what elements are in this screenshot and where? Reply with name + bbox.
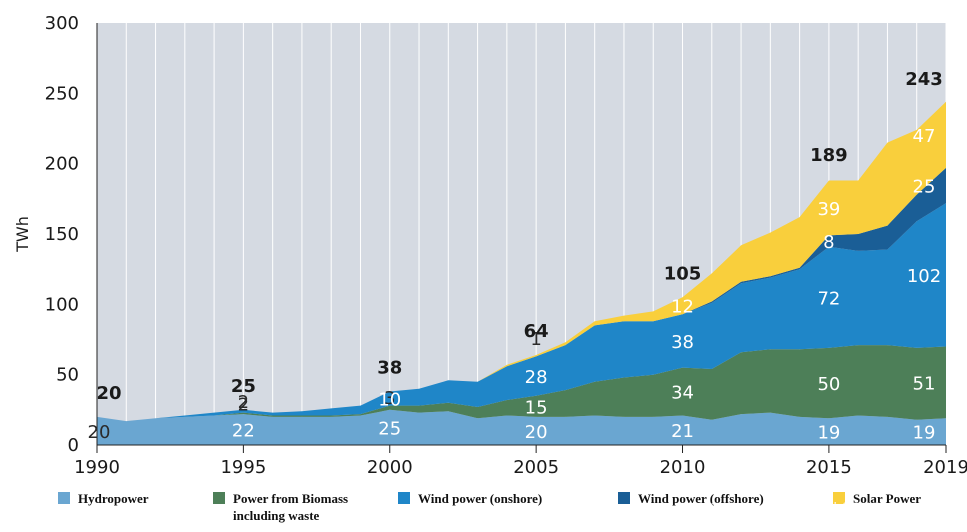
data-label-hydropower: 22 — [232, 421, 255, 442]
x-tick-label: 2010 — [660, 457, 706, 478]
data-label-hydropower: 19 — [817, 423, 840, 444]
legend-label-wind-offshore: Wind power (offshore) — [638, 491, 764, 506]
legend-swatch-solar — [833, 492, 845, 504]
total-label: 64 — [524, 321, 549, 342]
total-label: 189 — [810, 145, 848, 166]
data-label-power-from-biomass-including-waste: 50 — [817, 374, 840, 395]
total-label: 105 — [664, 263, 702, 284]
legend-swatch-hydropower — [58, 492, 70, 504]
total-label: 20 — [96, 383, 121, 404]
total-label: 38 — [377, 358, 402, 379]
watermark: @ Younisbhatti4643 — [705, 500, 884, 520]
data-label-wind-power-offshore: 25 — [913, 176, 936, 197]
x-tick-label: 2015 — [806, 457, 852, 478]
label-layer: 20 22222531020152812134381219507283919511… — [88, 69, 943, 443]
area-layer — [97, 101, 946, 445]
x-tick-label: 1990 — [74, 457, 120, 478]
x-tick-label: 2005 — [513, 457, 559, 478]
area-power-from-biomass-including-waste — [97, 345, 946, 422]
data-label-power-from-biomass-including-waste: 15 — [525, 397, 548, 418]
data-label-power-from-biomass-including-waste: 3 — [384, 388, 395, 409]
area-solar-power — [97, 101, 946, 422]
data-label-wind-power-onshore: 38 — [671, 332, 694, 353]
data-label-hydropower: 25 — [378, 418, 401, 439]
x-tick-label: 2000 — [367, 457, 413, 478]
legend-label-solar: Solar Power — [853, 491, 921, 506]
legend-item-hydropower: Hydropower — [58, 490, 149, 507]
data-label-hydropower: 20 — [88, 422, 111, 443]
data-label-hydropower: 19 — [913, 423, 936, 444]
data-label-solar-power: 12 — [671, 297, 694, 318]
y-axis-label: TWh — [13, 216, 32, 253]
legend-item-solar: Solar Power — [833, 490, 921, 507]
legend-item-biomass: Power from Biomass including waste — [213, 490, 348, 524]
legend-label-wind-onshore: Wind power (onshore) — [418, 491, 543, 506]
legend-item-wind-offshore: Wind power (offshore) — [618, 490, 764, 507]
data-label-wind-power-onshore: 28 — [525, 367, 548, 388]
y-tick-label: 150 — [45, 224, 79, 245]
data-label-solar-power: 47 — [913, 126, 936, 147]
y-tick-label: 100 — [45, 294, 79, 315]
area-wind-power-onshore — [97, 203, 946, 422]
x-tick-label: 1995 — [220, 457, 266, 478]
y-tick-label: 50 — [56, 365, 79, 386]
data-label-wind-power-onshore: 2 — [238, 395, 249, 416]
y-tick-label: 250 — [45, 83, 79, 104]
legend-swatch-wind-offshore — [618, 492, 630, 504]
x-tick-label: 2019 — [923, 457, 967, 478]
legend-label-hydropower: Hydropower — [78, 491, 149, 506]
total-label: 25 — [231, 376, 256, 397]
legend-item-wind-onshore: Wind power (onshore) — [398, 490, 542, 507]
y-tick-label: 300 — [45, 13, 79, 34]
y-tick-label: 0 — [68, 435, 79, 456]
legend-swatch-wind-onshore — [398, 492, 410, 504]
legend-label-biomass: Power from Biomass including waste — [233, 491, 349, 523]
legend-swatch-biomass — [213, 492, 225, 504]
data-label-wind-power-onshore: 102 — [907, 266, 941, 287]
data-label-hydropower: 21 — [671, 421, 694, 442]
data-label-solar-power: 1 — [530, 329, 541, 350]
y-tick-label: 200 — [45, 154, 79, 175]
data-label-wind-power-offshore: 8 — [823, 232, 834, 253]
total-label: 243 — [905, 69, 943, 90]
data-label-power-from-biomass-including-waste: 51 — [913, 373, 936, 394]
area-hydropower — [97, 409, 946, 445]
legend: Hydropower Power from Biomass including w… — [58, 490, 958, 530]
data-label-wind-power-onshore: 10 — [378, 390, 401, 411]
data-label-wind-power-onshore: 72 — [817, 288, 840, 309]
data-label-solar-power: 39 — [817, 199, 840, 220]
data-label-hydropower: 20 — [525, 422, 548, 443]
data-label-power-from-biomass-including-waste: 2 — [238, 392, 249, 413]
data-label-power-from-biomass-including-waste: 34 — [671, 383, 694, 404]
